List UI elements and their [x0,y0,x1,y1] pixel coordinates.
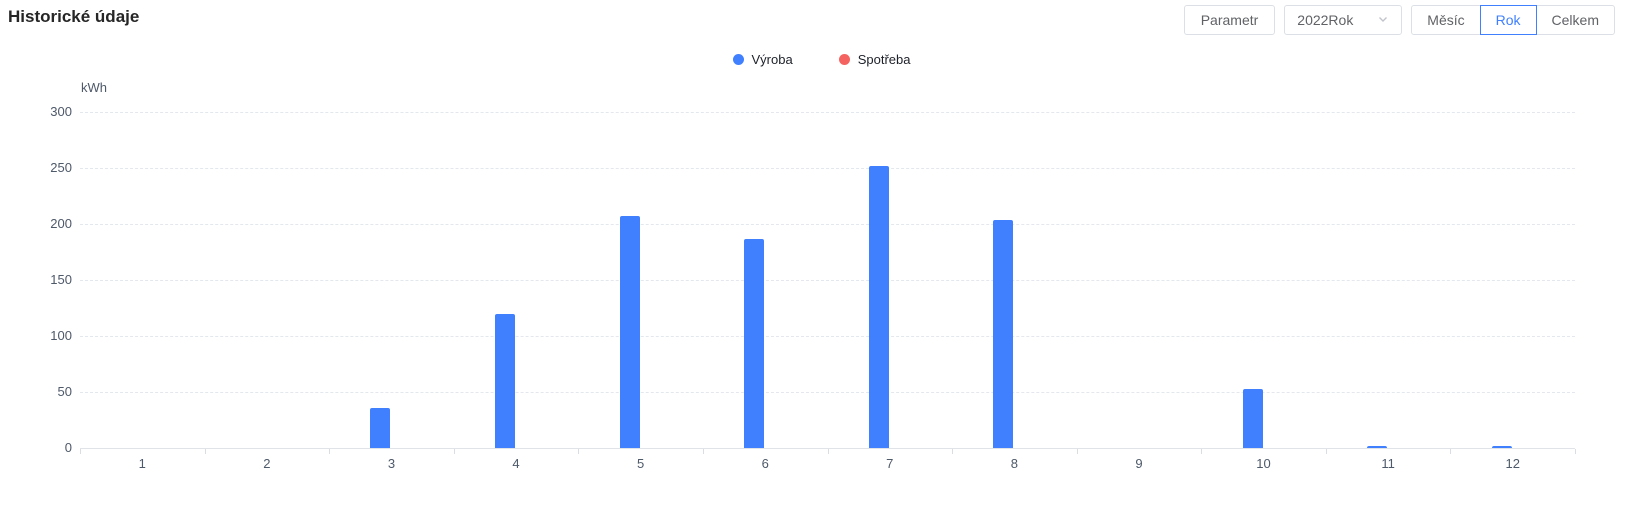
x-axis-line [80,448,1575,449]
x-tick-label: 3 [387,456,396,471]
legend-label: Spotřeba [857,52,911,67]
tab-celkem[interactable]: Celkem [1535,5,1615,35]
y-tick-label: 0 [64,440,72,455]
bar-výroba-month-7[interactable] [868,165,889,448]
x-axis-tick [1450,449,1452,454]
header: Historické údaje Parametr 2022Rok Měsíc … [0,0,1643,35]
spotreba-dot-icon [838,54,850,65]
legend-label: Výroba [751,52,793,67]
y-tick-label: 250 [50,160,72,175]
x-tick-label: 10 [1256,456,1271,471]
x-tick-label: 6 [761,456,769,471]
grid-line [80,392,1575,393]
bar-výroba-month-4[interactable] [495,313,516,448]
x-axis-tick [1575,449,1576,454]
y-tick-label: 50 [57,384,72,399]
y-tick-label: 150 [50,272,72,287]
x-tick-label: 12 [1505,456,1520,471]
grid-line [80,168,1575,169]
bar-výroba-month-3[interactable] [370,407,391,448]
grid-line [80,224,1575,225]
x-axis-tick [329,449,331,454]
chart-legend: Výroba Spotřeba [0,52,1643,67]
legend-item-spotreba[interactable]: Spotřeba [838,52,911,67]
x-axis-tick [952,449,954,454]
bar-chart: kWh 0 50 100 150 200 250 300 1 2 3 4 5 6 7 8 9 10 11 12 [0,80,1643,485]
bar-výroba-month-6[interactable] [744,238,765,448]
parametr-button[interactable]: Parametr [1183,5,1276,35]
x-axis-tick [1325,449,1327,454]
x-tick-label: 2 [263,456,271,471]
x-axis-tick [827,449,829,454]
x-tick-label: 1 [138,456,146,471]
grid-line [80,112,1575,113]
grid-line [80,336,1575,337]
y-axis-unit-label: kWh [81,80,107,95]
x-axis-tick [1201,449,1203,454]
period-segmented-control: Měsíc Rok Celkem [1411,5,1615,35]
tab-rok[interactable]: Rok [1479,5,1537,35]
page-title: Historické údaje [8,7,140,26]
header-controls: Parametr 2022Rok Měsíc Rok Celkem [1183,5,1615,35]
x-axis-tick [453,449,455,454]
vyroba-dot-icon [732,54,744,65]
bar-výroba-month-8[interactable] [993,219,1014,448]
x-tick-label: 7 [886,456,894,471]
x-axis-tick [1076,449,1078,454]
x-tick-label: 4 [512,456,520,471]
x-tick-label: 8 [1010,456,1018,471]
bar-výroba-month-5[interactable] [619,216,640,448]
chevron-down-icon [1377,12,1389,28]
y-tick-label: 100 [50,328,72,343]
legend-item-vyroba[interactable]: Výroba [732,52,793,67]
y-tick-label: 200 [50,216,72,231]
x-tick-label: 9 [1135,456,1143,471]
tab-mesic[interactable]: Měsíc [1411,5,1481,35]
y-tick-label: 300 [50,104,72,119]
bar-výroba-month-12[interactable] [1491,445,1512,448]
x-axis-tick [204,449,206,454]
bar-výroba-month-10[interactable] [1242,388,1263,448]
x-axis-tick [702,449,704,454]
x-axis-tick [80,449,81,454]
x-tick-label: 11 [1381,456,1395,471]
x-axis-tick [578,449,580,454]
grid-line [80,280,1575,281]
x-tick-label: 5 [637,456,645,471]
year-select[interactable]: 2022Rok [1284,5,1403,35]
year-select-value: 2022Rok [1297,12,1354,28]
bar-výroba-month-11[interactable] [1367,445,1388,448]
